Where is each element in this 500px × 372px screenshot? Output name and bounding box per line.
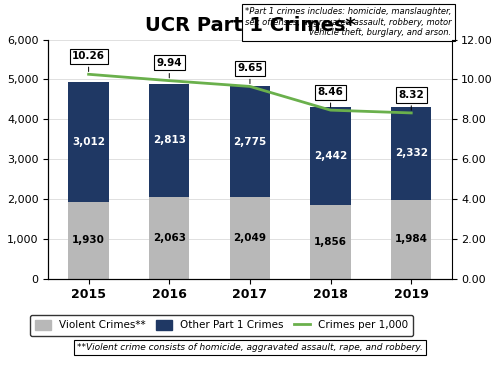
- Bar: [149, 84, 190, 196]
- Bar: [230, 197, 270, 279]
- Bar: [230, 86, 270, 197]
- Text: 8.46: 8.46: [318, 87, 344, 108]
- Text: 9.65: 9.65: [237, 64, 263, 84]
- Text: 2,775: 2,775: [234, 137, 266, 147]
- Text: **Violent crime consists of homicide, aggravated assault, rape, and robbery.: **Violent crime consists of homicide, ag…: [77, 343, 423, 352]
- Bar: [391, 107, 432, 200]
- Bar: [391, 200, 432, 279]
- Text: 2,049: 2,049: [234, 233, 266, 243]
- Text: 1,856: 1,856: [314, 237, 347, 247]
- Legend: Violent Crimes**, Other Part 1 Crimes, Crimes per 1,000: Violent Crimes**, Other Part 1 Crimes, C…: [30, 315, 413, 336]
- Text: 1,930: 1,930: [72, 235, 105, 245]
- Bar: [310, 205, 351, 279]
- Text: 2,332: 2,332: [395, 148, 428, 158]
- Text: 2,813: 2,813: [153, 135, 186, 145]
- Text: 9.94: 9.94: [156, 58, 182, 78]
- Bar: [68, 202, 109, 279]
- Text: 3,012: 3,012: [72, 137, 105, 147]
- Text: 2,063: 2,063: [153, 232, 186, 243]
- Text: 2,442: 2,442: [314, 151, 347, 161]
- Text: *Part 1 crimes includes: homicide, manslaughter,
sex offenses, aggravated assaul: *Part 1 crimes includes: homicide, mansl…: [245, 7, 452, 37]
- Text: 8.32: 8.32: [398, 90, 424, 110]
- Title: UCR Part 1 Crimes*: UCR Part 1 Crimes*: [144, 16, 355, 35]
- Bar: [68, 82, 109, 202]
- Bar: [149, 196, 190, 279]
- Text: 1,984: 1,984: [395, 234, 428, 244]
- Text: 10.26: 10.26: [72, 51, 105, 71]
- Bar: [310, 108, 351, 205]
